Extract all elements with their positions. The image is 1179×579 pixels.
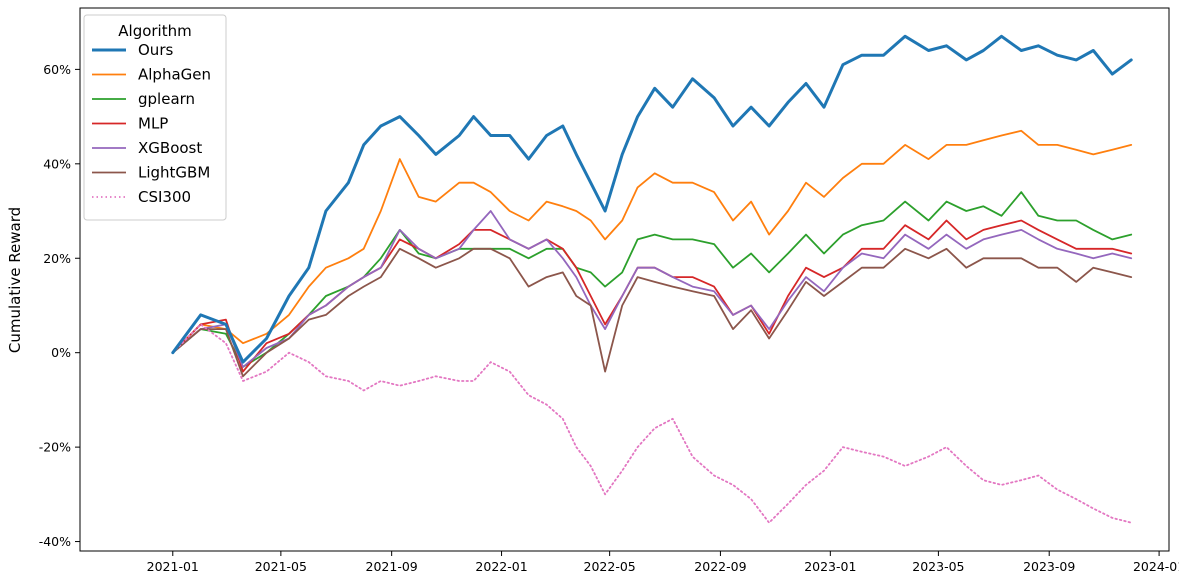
x-tick-label: 2023-09	[1023, 559, 1075, 574]
legend-label-ours: Ours	[138, 41, 173, 59]
x-tick-label: 2021-09	[366, 559, 418, 574]
y-tick-label: 20%	[43, 251, 71, 266]
y-axis: 60% 40% 20% 0% -20% -40%	[39, 62, 80, 549]
x-axis: 2021-01 2021-05 2021-09 2022-01 2022-05 2022-…	[147, 551, 1179, 574]
legend-box	[83, 14, 227, 221]
plot-frame	[79, 7, 1170, 552]
legend-label-mlp: MLP	[138, 115, 168, 133]
x-tick-label: 2021-01	[147, 559, 199, 574]
series-line-ours	[171, 34, 1133, 364]
legend-label-alphagen: AlphaGen	[138, 66, 211, 84]
y-tick-label: 60%	[43, 62, 71, 77]
x-tick-label: 2022-05	[584, 559, 636, 574]
y-tick-label: -20%	[39, 440, 71, 455]
legend-label-gplearn: gplearn	[138, 90, 195, 108]
legend-label-lightgbm: LightGBM	[138, 164, 210, 182]
x-tick-label: 2023-01	[804, 559, 856, 574]
x-tick-label: 2022-01	[475, 559, 527, 574]
legend-label-xgboost: XGBoost	[138, 139, 202, 157]
series-layer	[171, 34, 1133, 524]
y-tick-label: 0%	[51, 345, 71, 360]
series-line-alphagen	[171, 129, 1133, 354]
legend-title: Algorithm	[118, 22, 191, 40]
x-tick-label: 2024-01	[1133, 559, 1179, 574]
plot-background	[80, 8, 1169, 551]
y-tick-label: 40%	[43, 156, 71, 171]
legend: Algorithm Ours AlphaGen gplearn MLP XGBoost L…	[83, 14, 227, 221]
x-tick-label: 2022-09	[694, 559, 746, 574]
legend-label-csi300: CSI300	[138, 188, 191, 206]
x-tick-label: 2021-05	[255, 559, 307, 574]
y-tick-label: -40%	[39, 534, 71, 549]
x-tick-label: 2023-05	[912, 559, 964, 574]
series-line-csi300	[171, 323, 1133, 524]
series-line-xgboost	[171, 210, 1133, 368]
series-line-lightgbm	[171, 247, 1133, 378]
y-axis-title: Cumulative Reward	[6, 207, 24, 353]
